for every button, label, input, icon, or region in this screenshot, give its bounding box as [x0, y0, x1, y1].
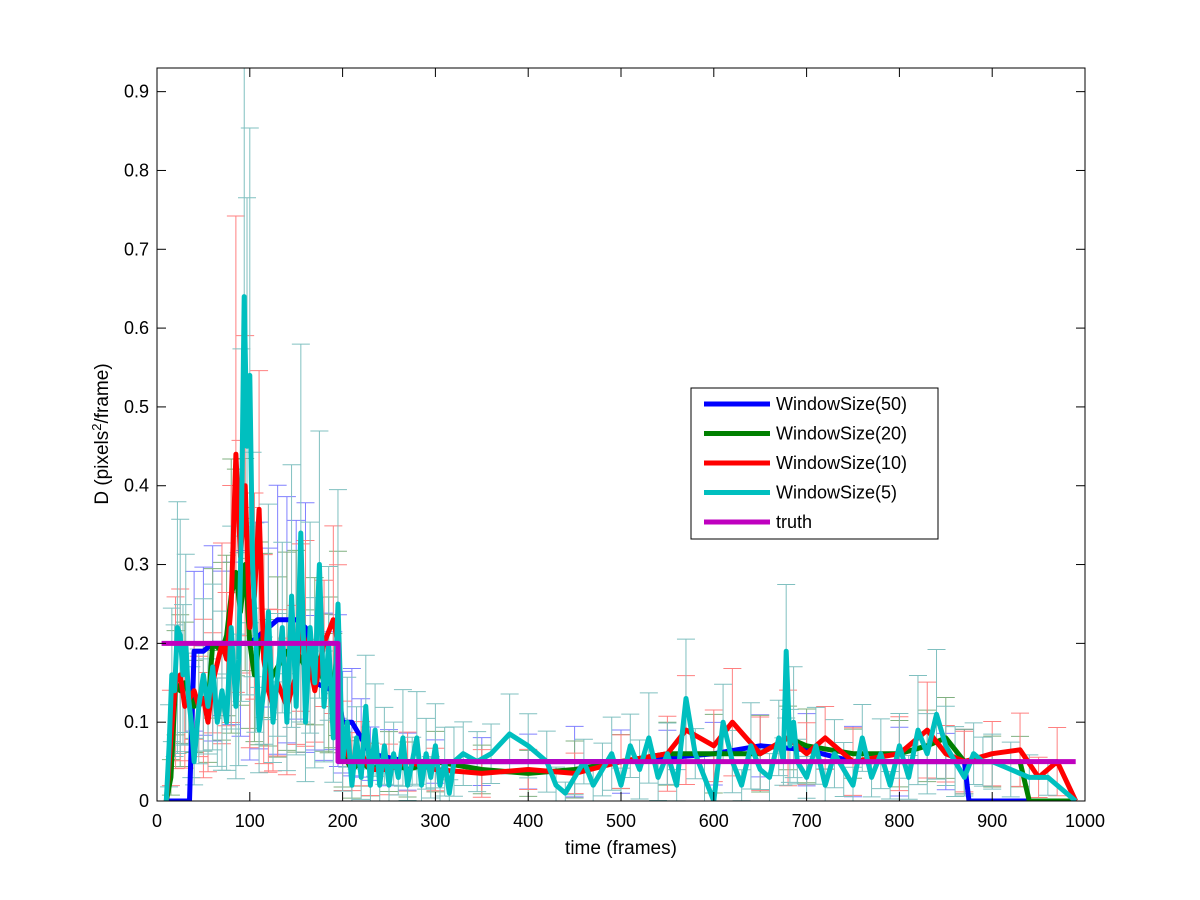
x-tick-label: 1000 — [1065, 811, 1105, 831]
x-axis: 0 100 200 300 400 500 600 700 800 900 1000 — [152, 68, 1105, 831]
y-tick-label: 0.8 — [124, 160, 149, 180]
x-tick-label: 100 — [235, 811, 265, 831]
y-tick-label: 0.7 — [124, 239, 149, 259]
x-tick-label: 400 — [513, 811, 543, 831]
legend-entry-label: WindowSize(50) — [776, 394, 907, 414]
legend-entry-label: truth — [776, 512, 812, 532]
series-lines — [161, 294, 1078, 801]
x-tick-label: 300 — [420, 811, 450, 831]
x-tick-label: 0 — [152, 811, 162, 831]
x-tick-label: 500 — [606, 811, 636, 831]
series-line-windowsize-5 — [163, 294, 1078, 801]
y-tick-label: 0 — [139, 791, 149, 811]
y-axis: 0 0.1 0.2 0.3 0.4 0.5 0.6 0.7 0.8 0.9 — [124, 82, 1085, 811]
legend-entry-label: WindowSize(5) — [776, 483, 897, 503]
y-axis-label-main: D (pixels — [92, 431, 113, 505]
y-tick-label: 0.6 — [124, 318, 149, 338]
y-tick-label: 0.1 — [124, 712, 149, 732]
x-axis-label: time (frames) — [565, 838, 677, 859]
x-tick-label: 800 — [884, 811, 914, 831]
y-tick-label: 0.2 — [124, 633, 149, 653]
legend-entry-label: WindowSize(10) — [776, 453, 907, 473]
y-axis-label: D (pixels2/frame) — [89, 363, 113, 504]
y-axis-label-superscript: 2 — [89, 424, 104, 431]
legend-entry-label: WindowSize(20) — [776, 424, 907, 444]
series-line-truth — [161, 640, 1076, 765]
x-tick-label: 900 — [977, 811, 1007, 831]
y-tick-label: 0.3 — [124, 555, 149, 575]
x-tick-label: 700 — [792, 811, 822, 831]
y-tick-label: 0.5 — [124, 397, 149, 417]
x-tick-label: 600 — [699, 811, 729, 831]
y-tick-label: 0.4 — [124, 476, 149, 496]
y-tick-label: 0.9 — [124, 82, 149, 102]
y-axis-label-tail: /frame) — [92, 363, 113, 423]
x-tick-label: 200 — [328, 811, 358, 831]
legend: WindowSize(50) WindowSize(20) WindowSize(1… — [690, 387, 939, 540]
